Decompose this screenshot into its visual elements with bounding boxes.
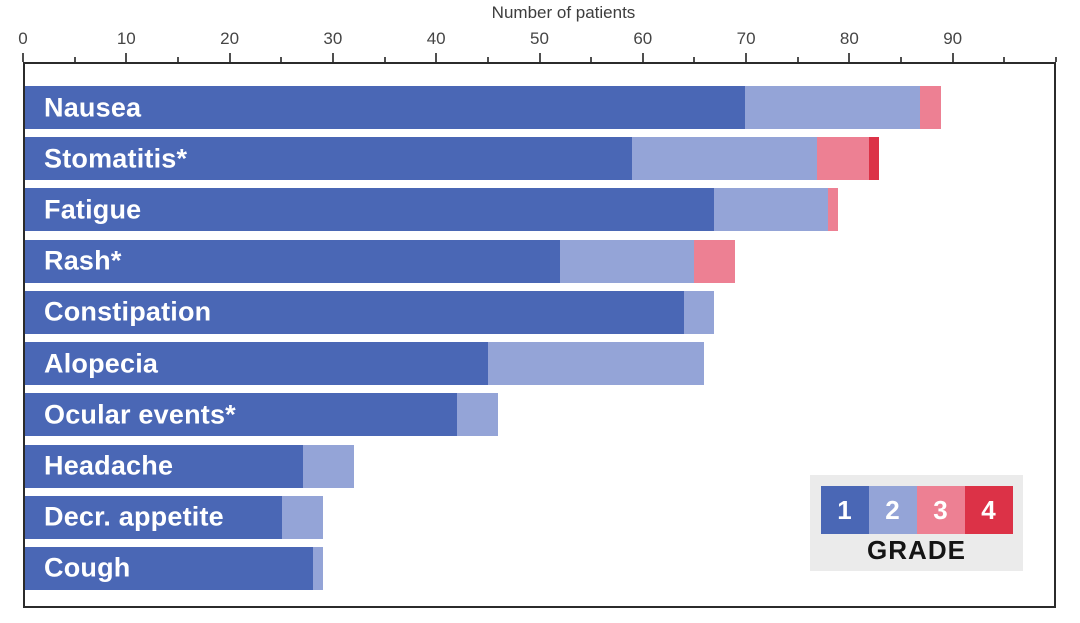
bar-label: Rash*: [44, 245, 122, 276]
x-axis-tick-label: 0: [18, 29, 28, 48]
bar-segment-grade-1: [25, 342, 489, 386]
x-axis-tick-label: 90: [943, 29, 963, 48]
x-axis-tick-label: 10: [116, 29, 136, 48]
bar-label: Ocular events*: [44, 399, 236, 430]
x-axis-major-tick: [228, 53, 231, 62]
x-axis-minor-tick: [280, 57, 283, 62]
bar-segment-grade-3: [817, 137, 869, 181]
plot-area: Nausea Stomatitis* Fatigue Rash* Constipatio…: [23, 62, 1056, 608]
bar-segment-grade-1: [25, 444, 303, 488]
x-axis-major-tick: [538, 53, 541, 62]
x-axis-minor-tick: [1055, 57, 1057, 62]
x-axis-major-tick: [22, 53, 24, 62]
legend-caption: GRADE: [867, 535, 966, 565]
x-axis-major-tick: [125, 53, 128, 62]
legend-swatch-grade-1: 1: [820, 486, 869, 534]
x-axis-tick-label: 60: [633, 29, 653, 48]
bar-segment-grade-3: [827, 188, 838, 232]
bar-segment-grade-2: [488, 342, 705, 386]
bar-segment-grade-1: [25, 188, 715, 232]
bar-segment-grade-2: [745, 86, 921, 129]
x-axis-minor-tick: [1003, 57, 1006, 62]
bar-segment-grade-3: [693, 239, 735, 283]
x-axis-tick-label: 20: [220, 29, 240, 48]
x-axis-minor-tick: [176, 57, 179, 62]
bar-segment-grade-2: [683, 290, 715, 334]
legend-swatch-grade-4: 4: [964, 486, 1013, 534]
bar-row: Decr. appetite: [25, 495, 1054, 539]
x-axis-title: Number of patients: [491, 3, 636, 22]
x-axis-major-tick: [745, 53, 748, 62]
bar-label: Cough: [44, 552, 131, 583]
bar-row: Stomatitis*: [25, 137, 1054, 181]
x-axis-tick-label: 40: [426, 29, 446, 48]
bar-segment-grade-1: [25, 137, 633, 181]
bar-segment-grade-3: [920, 86, 941, 129]
bar-row: Ocular events*: [25, 393, 1054, 437]
bar-label: Decr. appetite: [44, 501, 224, 532]
legend-swatch-grade-2: 2: [868, 486, 917, 534]
bar-segment-grade-1: [25, 546, 314, 590]
bar-row: Alopecia: [25, 342, 1054, 386]
bar-row: Headache: [25, 444, 1054, 488]
bar-segment-grade-2: [313, 546, 324, 590]
x-axis-minor-tick: [900, 57, 903, 62]
bar-segment-grade-2: [560, 239, 694, 283]
bar-row: Rash*: [25, 239, 1054, 283]
bar-segment-grade-1: [25, 290, 684, 334]
bar-label: Constipation: [44, 296, 212, 327]
bar-segment-grade-2: [302, 444, 355, 488]
bar-segment-grade-1: [25, 393, 458, 437]
x-axis-tick-label: 70: [736, 29, 756, 48]
x-axis-major-tick: [951, 53, 954, 62]
x-axis-minor-tick: [486, 57, 489, 62]
bar-segment-grade-1: [25, 495, 283, 539]
bar-segment-grade-2: [714, 188, 828, 232]
bar-label: Fatigue: [44, 194, 142, 225]
bar-label: Stomatitis*: [44, 143, 188, 174]
x-axis-minor-tick: [590, 57, 593, 62]
bar-row: Fatigue: [25, 188, 1054, 232]
bar-segment-grade-1: [25, 239, 561, 283]
x-axis-minor-tick: [73, 57, 76, 62]
bar-row: Nausea: [25, 86, 1054, 129]
x-axis-tick-label: 30: [323, 29, 343, 48]
bar-row: Cough: [25, 546, 1054, 590]
bar-label: Nausea: [44, 92, 142, 122]
bar-segment-grade-2: [457, 393, 499, 437]
bars: Nausea Stomatitis* Fatigue Rash* Constipatio…: [25, 64, 1054, 606]
bar-segment-grade-2: [632, 137, 818, 181]
bar-label: Alopecia: [44, 348, 159, 379]
x-axis-major-tick: [848, 53, 851, 62]
x-axis-major-tick: [435, 53, 438, 62]
bar-segment-grade-2: [282, 495, 324, 539]
x-axis-minor-tick: [383, 57, 386, 62]
x-axis-minor-tick: [796, 57, 799, 62]
bar-segment-grade-4: [868, 137, 880, 181]
x-axis-major-tick: [331, 53, 334, 62]
x-axis-tick-label: 80: [839, 29, 859, 48]
x-axis-tick-label: 50: [530, 29, 549, 48]
x-axis-major-tick: [641, 53, 644, 62]
bar-row: Constipation: [25, 290, 1054, 334]
bar-segment-grade-1: [25, 86, 746, 129]
bar-label: Headache: [44, 450, 174, 481]
legend-swatch-grade-3: 3: [916, 486, 965, 534]
x-axis-minor-tick: [693, 57, 696, 62]
